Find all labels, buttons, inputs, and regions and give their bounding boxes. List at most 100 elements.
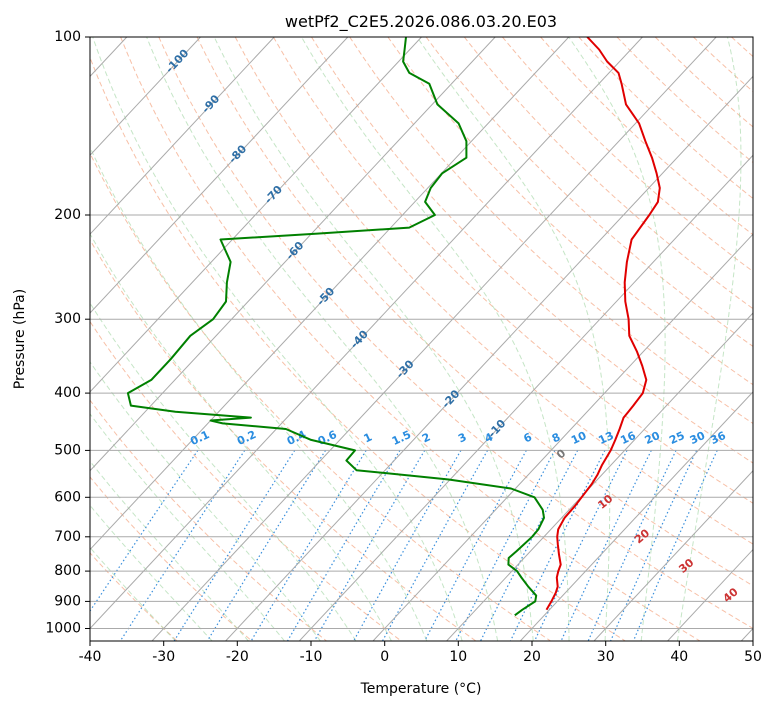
y-tick-label: 600 xyxy=(54,489,81,505)
y-tick-label: 900 xyxy=(54,593,81,609)
x-axis: -40 -30 -20 -10 0 10 20 30 40 50 xyxy=(79,641,762,665)
plot-area: -100-90-80-70-60-50-40-30-20-100.1 0.2 0.4… xyxy=(89,36,775,642)
dewpoint-profile xyxy=(126,37,545,617)
isotherm xyxy=(225,75,753,641)
y-tick-label: 400 xyxy=(54,385,81,401)
isotherm xyxy=(90,37,496,472)
mixing-ratio-line xyxy=(353,450,462,641)
mixing-ratio-line xyxy=(206,450,327,641)
mixing-ratio-line xyxy=(455,450,556,641)
mixing-ratio-line xyxy=(286,450,401,641)
y-tick-label: 500 xyxy=(54,442,81,458)
x-tick-label: 10 xyxy=(449,649,467,665)
mixing-ratio-line xyxy=(480,450,579,641)
mixing-ratio-label: 6 xyxy=(522,430,535,445)
moist-adiabat xyxy=(90,232,392,641)
moist-adiabat-label: 40 xyxy=(721,585,741,605)
x-tick-label: -30 xyxy=(152,649,175,665)
mixing-ratio-label: 10 xyxy=(569,429,589,447)
dry-adiabat xyxy=(158,37,753,629)
y-tick-label: 300 xyxy=(54,311,81,327)
isotherm xyxy=(593,470,753,641)
dry-adiabat xyxy=(311,37,753,464)
mixing-ratio-line xyxy=(610,450,698,641)
x-tick-label: 0 xyxy=(380,649,389,665)
dry-adiabat xyxy=(387,37,753,386)
mixing-ratio-label: 0.1 xyxy=(188,428,211,448)
isotherm xyxy=(446,312,753,641)
isotherm xyxy=(667,548,753,641)
moist-adiabat xyxy=(90,302,357,641)
y-axis-label: Pressure (hPa) xyxy=(12,289,28,389)
dry-adiabat xyxy=(540,37,753,236)
y-tick-label: 800 xyxy=(54,563,81,579)
mixing-ratio-line xyxy=(587,450,677,641)
dry-adiabat xyxy=(90,151,551,641)
moist-adiabat xyxy=(146,37,499,641)
moist-adiabat xyxy=(90,146,428,641)
mixing-ratio-line xyxy=(424,450,527,641)
dry-adiabat xyxy=(770,37,775,641)
temperature-profile xyxy=(545,37,661,611)
dry-adiabat xyxy=(272,37,753,504)
mixing-ratio-label: 25 xyxy=(667,429,686,447)
isotherm xyxy=(519,391,753,641)
isotherm xyxy=(90,37,570,551)
moist-adiabat xyxy=(301,37,570,641)
y-tick-label: 100 xyxy=(54,29,81,45)
dry-adiabat xyxy=(90,56,626,641)
dry-adiabat xyxy=(425,37,753,347)
dry-adiabat xyxy=(90,320,402,641)
mixing-ratio-label: 36 xyxy=(708,429,728,447)
moist-adiabat xyxy=(90,413,285,641)
moist-adiabat xyxy=(90,361,321,641)
mixing-ratio-label: 30 xyxy=(688,429,708,447)
mixing-ratio-line xyxy=(173,450,296,641)
dry-adiabat xyxy=(90,476,253,641)
x-tick-label: 20 xyxy=(523,649,541,665)
y-axis: 100 200 300 400 500 600 700 800 900 1000 xyxy=(45,29,90,637)
background-labels: -100-90-80-70-60-50-40-30-20-100.1 0.2 0.4… xyxy=(163,46,741,605)
dry-adiabat xyxy=(90,238,477,641)
mixing-ratio-line xyxy=(313,450,426,641)
moist-adiabat xyxy=(416,37,611,641)
dry-adiabat xyxy=(349,37,753,425)
mixing-ratio-label: 1.5 xyxy=(390,428,413,448)
isotherm xyxy=(372,233,753,641)
background-lines xyxy=(90,37,775,641)
dry-adiabat xyxy=(502,37,753,273)
dry-adiabat xyxy=(234,37,753,545)
mixing-ratio-label: 8 xyxy=(550,431,562,446)
mixing-ratio-line xyxy=(534,450,628,641)
moist-adiabat xyxy=(92,37,463,641)
x-tick-label: 50 xyxy=(744,649,762,665)
moist-adiabat xyxy=(568,37,666,641)
x-tick-label: -20 xyxy=(226,649,249,665)
mixing-ratio-label: 16 xyxy=(618,429,638,447)
mixing-ratio-label: 13 xyxy=(596,429,615,447)
dry-adiabat xyxy=(578,37,753,200)
moist-adiabat-label: 0 xyxy=(554,446,568,461)
moist-adiabat xyxy=(90,504,213,641)
isotherm xyxy=(90,37,643,630)
mixing-ratio-line xyxy=(250,450,367,641)
moist-adiabat-label: 20 xyxy=(632,526,652,546)
x-axis-label: Temperature (°C) xyxy=(360,681,482,697)
mixing-ratio-label: 0.2 xyxy=(235,428,258,448)
dry-adiabat xyxy=(654,37,753,128)
moist-adiabat xyxy=(676,37,742,641)
moist-adiabat-label: 30 xyxy=(676,556,696,576)
isotherm xyxy=(90,37,422,393)
mixing-ratio-label: 3 xyxy=(456,431,468,446)
isotherm xyxy=(90,37,275,235)
isotherm xyxy=(90,37,201,157)
isotherm xyxy=(90,37,349,314)
isotherm xyxy=(298,154,753,641)
x-tick-label: 40 xyxy=(670,649,688,665)
y-tick-label: 1000 xyxy=(45,621,81,637)
dry-adiabat xyxy=(120,37,701,641)
dry-adiabat xyxy=(616,37,753,164)
moist-adiabat xyxy=(90,546,176,641)
isotherm xyxy=(740,627,753,641)
